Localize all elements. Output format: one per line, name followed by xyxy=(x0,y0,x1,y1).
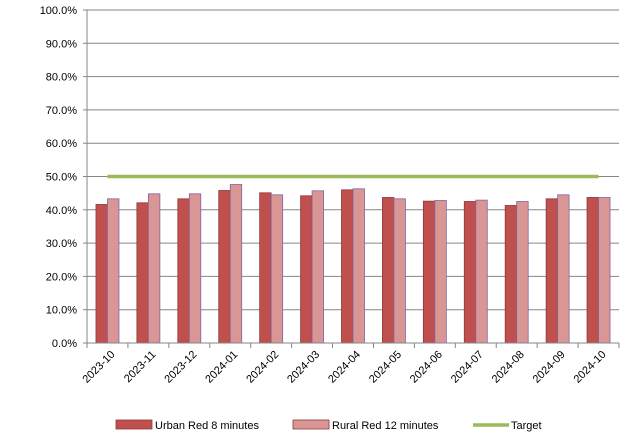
bar-rural xyxy=(598,197,611,344)
x-tick-label: 2023-10 xyxy=(81,349,118,386)
y-tick-label: 50.0% xyxy=(46,172,77,184)
bar-urban xyxy=(463,201,477,344)
y-tick-label: 20.0% xyxy=(46,271,77,283)
x-tick-label: 2024-06 xyxy=(408,349,445,386)
bar-urban xyxy=(177,198,190,344)
bar-urban xyxy=(382,197,395,344)
legend: Urban Red 8 minutes Rural Red 12 minutes… xyxy=(115,419,542,432)
x-tick-label: 2024-01 xyxy=(203,349,240,386)
x-tick-label: 2024-05 xyxy=(367,349,404,386)
x-tick-label: 2024-09 xyxy=(531,349,568,386)
y-axis-tick-labels: 0.0% 10.0% 20.0% 30.0% 40.0% 50.0% 60.0% 70.0% 8… xyxy=(40,5,78,350)
bar-rural xyxy=(229,184,243,344)
bar-rural xyxy=(270,194,284,344)
y-tick-label: 60.0% xyxy=(46,138,77,150)
legend-label-target: Target xyxy=(511,420,542,432)
y-tick-label: 30.0% xyxy=(46,238,77,250)
x-tick-label: 2024-07 xyxy=(449,349,486,386)
legend-label-urban: Urban Red 8 minutes xyxy=(155,420,259,432)
x-axis-tick-labels: 2023-10 2023-11 2023-12 2024-01 2024-02 2024-… xyxy=(81,349,609,386)
y-tick-label: 100.0% xyxy=(40,5,78,17)
bar-rural xyxy=(393,198,406,344)
bar-rural xyxy=(107,198,120,344)
legend-label-rural: Rural Red 12 minutes xyxy=(332,420,439,432)
x-tick-label: 2024-04 xyxy=(326,349,363,386)
y-tick-label: 80.0% xyxy=(46,72,77,84)
x-tick-label: 2023-12 xyxy=(162,349,199,386)
bar-urban xyxy=(422,200,436,344)
x-tick-label: 2024-02 xyxy=(244,349,281,386)
bar-rural xyxy=(475,199,488,344)
bar-urban xyxy=(136,202,149,344)
x-tick-label: 2024-03 xyxy=(285,349,322,386)
bar-urban xyxy=(259,192,272,344)
legend-swatch-rural xyxy=(292,419,330,430)
bar-rural xyxy=(147,193,161,344)
bar-urban xyxy=(341,189,354,344)
legend-swatch-urban xyxy=(115,419,153,430)
y-tick-label: 70.0% xyxy=(46,105,77,117)
bar-rural xyxy=(557,194,570,344)
axes xyxy=(86,10,620,348)
bar-rural xyxy=(311,190,324,344)
bar-rural xyxy=(434,200,447,344)
bar-rural xyxy=(352,188,365,344)
bar-urban xyxy=(586,197,599,344)
y-tick-label: 40.0% xyxy=(46,205,77,217)
y-tick-label: 90.0% xyxy=(46,38,77,50)
bar-rural xyxy=(516,201,529,344)
x-tick-label: 2023-11 xyxy=(122,349,158,385)
y-tick-label: 0.0% xyxy=(52,338,77,350)
bar-urban xyxy=(504,205,518,344)
bar-urban xyxy=(545,198,559,344)
bar-urban xyxy=(218,190,231,344)
x-tick-label: 2024-08 xyxy=(490,349,527,386)
y-tick-label: 10.0% xyxy=(46,305,77,317)
bar-urban xyxy=(95,204,108,344)
x-tick-label: 2024-10 xyxy=(572,349,609,386)
bar-urban xyxy=(300,195,313,344)
bars xyxy=(95,184,611,344)
bar-rural xyxy=(188,193,202,344)
